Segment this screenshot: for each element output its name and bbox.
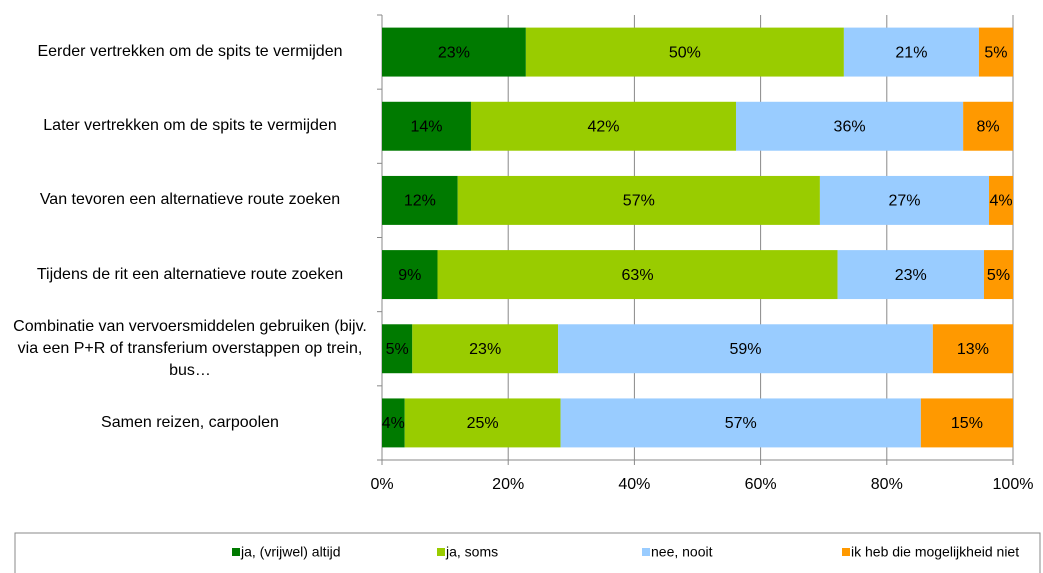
bar-segment	[837, 250, 984, 300]
data-label: 50%	[669, 44, 701, 61]
legend-swatch	[842, 548, 850, 556]
bar-segment	[382, 324, 413, 374]
data-label: 57%	[623, 193, 655, 210]
bar-segment	[735, 101, 964, 151]
bar-segment	[932, 324, 1013, 374]
data-label: 5%	[386, 341, 409, 358]
data-label: 27%	[888, 193, 920, 210]
bar-segment	[457, 175, 820, 225]
data-label: 25%	[467, 415, 499, 432]
data-label: 13%	[957, 341, 989, 358]
category-label: Van tevoren een alternatieve route zoeke…	[39, 191, 341, 209]
bar-segment	[412, 324, 559, 374]
x-tick-label: 40%	[618, 476, 650, 493]
data-label: 21%	[895, 44, 927, 61]
legend-swatch	[232, 548, 240, 556]
data-label: 14%	[410, 118, 442, 135]
x-tick-label: 100%	[993, 476, 1034, 493]
bar-segment	[382, 101, 471, 151]
bar-segment	[382, 250, 438, 300]
data-label: 23%	[469, 341, 501, 358]
data-label: 23%	[438, 44, 470, 61]
bar-segment	[963, 101, 1013, 151]
legend-label: nee, nooit	[651, 544, 713, 560]
data-label: 15%	[951, 415, 983, 432]
bar-segment	[437, 250, 838, 300]
data-label: 12%	[404, 193, 436, 210]
category-label: Later vertrekken om de spits te vermijde…	[43, 117, 337, 135]
bar-segment	[920, 398, 1013, 448]
x-tick-label: 20%	[492, 476, 524, 493]
bar-segment	[989, 175, 1013, 225]
bar-segment	[382, 398, 405, 448]
data-label: 4%	[382, 415, 405, 432]
data-label: 9%	[398, 267, 421, 284]
bar-segment	[404, 398, 561, 448]
legend-box	[14, 532, 1041, 573]
data-label: 23%	[895, 267, 927, 284]
bar-segment	[983, 250, 1013, 300]
legend-label: ja, soms	[445, 544, 498, 560]
data-label: 5%	[987, 267, 1010, 284]
data-label: 57%	[725, 415, 757, 432]
legend-label: ik heb die mogelijkheid niet	[851, 544, 1019, 560]
bar-segment	[382, 27, 526, 77]
bar-segment	[560, 398, 921, 448]
data-label: 36%	[834, 118, 866, 135]
data-label: 42%	[587, 118, 619, 135]
legend-swatch	[437, 548, 445, 556]
bar-segment	[470, 101, 736, 151]
legend-label: ja, (vrijwel) altijd	[240, 544, 341, 560]
bar-segment	[978, 27, 1013, 77]
category-label: Combinatie van vervoersmiddelen gebruike…	[13, 317, 367, 379]
category-label: Samen reizen, carpoolen	[101, 413, 279, 431]
bar-segment	[525, 27, 844, 77]
data-label: 5%	[984, 44, 1007, 61]
x-tick-label: 60%	[745, 476, 777, 493]
category-label: Tijdens de rit een alternatieve route zo…	[36, 265, 344, 283]
bar-segment	[382, 175, 458, 225]
data-label: 59%	[729, 341, 761, 358]
x-tick-label: 80%	[871, 476, 903, 493]
data-label: 8%	[977, 118, 1000, 135]
data-label: 4%	[989, 193, 1012, 210]
bar-segment	[819, 175, 990, 225]
legend-swatch	[642, 548, 650, 556]
x-tick-label: 0%	[370, 476, 393, 493]
data-label: 63%	[622, 267, 654, 284]
bar-segment	[558, 324, 933, 374]
category-label: Eerder vertrekken om de spits te vermijd…	[37, 43, 343, 61]
bar-segment	[843, 27, 979, 77]
